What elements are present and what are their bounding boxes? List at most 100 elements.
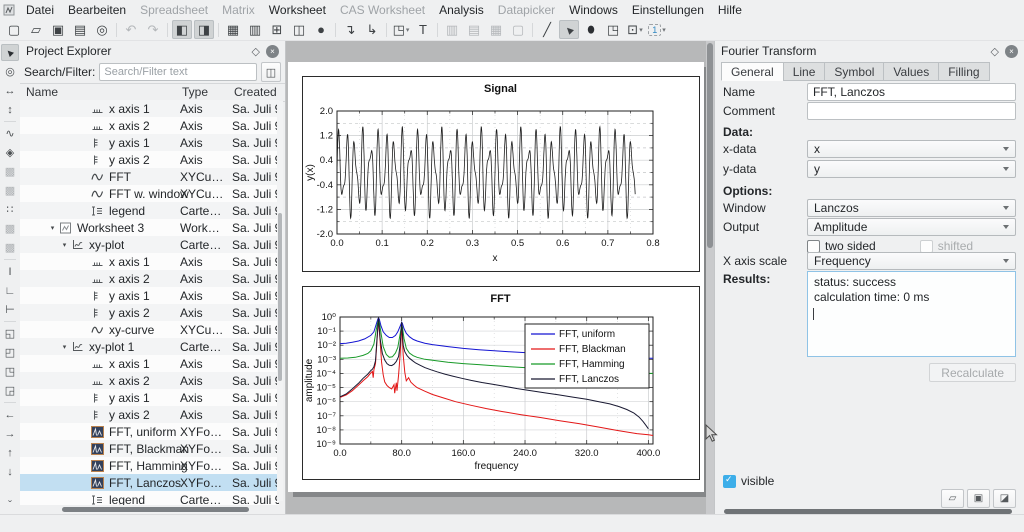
filter-options-button[interactable]: ◫ xyxy=(261,62,281,82)
tree-row-x-axis-1[interactable]: x axis 1AxisSa. Juli 9 18 xyxy=(20,100,279,117)
tree-row-legend[interactable]: legendCarte…Sa. Juli 9 18 xyxy=(20,202,279,219)
tree-row-y-axis-2[interactable]: y axis 2AxisSa. Juli 9 21 xyxy=(20,304,279,321)
zoom-out-button[interactable]: ◰ xyxy=(1,344,19,361)
x-data-combobox[interactable]: x xyxy=(807,140,1016,158)
add-fourier-curve-button[interactable]: ▩ xyxy=(1,239,19,256)
print-button[interactable]: ▤ xyxy=(70,20,90,39)
horizontal-layout-button[interactable]: ▤ xyxy=(464,20,484,39)
toggle-properties-explorer-button[interactable]: ◨ xyxy=(194,20,214,39)
tree-row-x-axis-2[interactable]: x axis 2AxisSa. Juli 9 21 xyxy=(20,372,279,389)
color-theme-button[interactable]: ● xyxy=(311,20,331,39)
tree-row-y-axis-1[interactable]: y axis 1AxisSa. Juli 9 18 xyxy=(20,134,279,151)
save-template-button[interactable]: ▣ xyxy=(967,489,990,508)
expander-icon[interactable]: ▾ xyxy=(58,343,71,351)
tree-horizontal-scrollbar[interactable] xyxy=(28,506,268,513)
select-mode-button[interactable]: ► xyxy=(559,20,579,39)
menu-datei[interactable]: Datei xyxy=(19,2,61,18)
column-header-name[interactable]: Name xyxy=(26,85,58,99)
tree-vertical-scrollbar[interactable] xyxy=(277,101,283,501)
menu-hilfe[interactable]: Hilfe xyxy=(711,2,749,18)
fft-legend[interactable]: FFT, uniformFFT, BlackmanFFT, HammingFFT… xyxy=(525,324,649,388)
new-document-button[interactable]: ▢ xyxy=(4,20,24,39)
vertical-layout-button[interactable]: ▥ xyxy=(442,20,462,39)
add-text-label-button[interactable]: T xyxy=(413,20,433,39)
output-combobox[interactable]: Amplitude xyxy=(807,218,1016,236)
new-matrix-button[interactable]: ⊞ xyxy=(267,20,287,39)
close-dock-icon[interactable]: × xyxy=(266,45,279,58)
toggle-project-explorer-button[interactable]: ◧ xyxy=(172,20,192,39)
comment-field[interactable] xyxy=(807,102,1016,120)
worksheet-vertical-scrollbar[interactable] xyxy=(706,41,714,515)
add-text-label-button[interactable]: I xyxy=(1,263,19,280)
tree-row-x-axis-1[interactable]: x axis 1AxisSa. Juli 9 21 xyxy=(20,355,279,372)
float-dock-icon[interactable]: ◇ xyxy=(252,45,260,58)
save-project-button[interactable]: ▣ xyxy=(48,20,68,39)
tab-values[interactable]: Values xyxy=(883,62,938,81)
x-axis-scale-combobox[interactable]: Frequency xyxy=(807,252,1016,270)
import-sql-button[interactable]: ↳ xyxy=(362,20,382,39)
tree-row-worksheet-3[interactable]: ▾Worksheet 3Work…Sa. Juli 9 21 xyxy=(20,219,279,236)
menu-datapicker[interactable]: Datapicker xyxy=(491,2,562,18)
worksheet-page[interactable]: 0.00.10.20.30.50.60.70.82.01.20.4-0.4-1.… xyxy=(288,62,704,492)
y-data-combobox[interactable]: y xyxy=(807,160,1016,178)
save-as-default-button[interactable]: ◪ xyxy=(993,489,1016,508)
scrollbar-thumb[interactable] xyxy=(707,43,713,248)
menu-matrix[interactable]: Matrix xyxy=(215,2,262,18)
zoom-y-selection-button[interactable]: ↕ xyxy=(1,101,19,118)
import-file-button[interactable]: ↴ xyxy=(340,20,360,39)
tree-row-legend[interactable]: legendCarte…Sa. Juli 9 22 xyxy=(20,491,279,505)
zoom-select-region-button[interactable]: ◳ xyxy=(1,363,19,380)
new-spreadsheet-button[interactable]: ▥ xyxy=(245,20,265,39)
tree-row-fft-lanczos[interactable]: FFT, LanczosXYFo…Sa. Juli 9 22 xyxy=(20,474,279,491)
two-sided-checkbox[interactable] xyxy=(807,240,820,253)
shifted-checkbox[interactable] xyxy=(920,240,933,253)
tree-row-fft[interactable]: FFTXYCu…Sa. Juli 9 18 xyxy=(20,168,279,185)
menu-spreadsheet[interactable]: Spreadsheet xyxy=(133,2,215,18)
name-field[interactable] xyxy=(807,83,1016,101)
toolbar-overflow-button[interactable]: ˇ xyxy=(1,496,19,513)
add-data-reduction-curve-button[interactable]: ▩ xyxy=(1,182,19,199)
pan-mode-button[interactable]: ● xyxy=(581,20,601,39)
recalculate-button[interactable]: Recalculate xyxy=(929,363,1016,382)
tree-row-x-axis-2[interactable]: x axis 2AxisSa. Juli 9 21 xyxy=(20,270,279,287)
zoom-x-selection-button[interactable]: ↔ xyxy=(1,82,19,99)
redo-button[interactable]: ↷ xyxy=(143,20,163,39)
add-equation-curve-button[interactable]: ▩ xyxy=(1,163,19,180)
menu-windows[interactable]: Windows xyxy=(562,2,625,18)
shift-up-y-button[interactable]: ↑ xyxy=(1,444,19,461)
tab-symbol[interactable]: Symbol xyxy=(824,62,883,81)
grid-layout-button[interactable]: ▦ xyxy=(486,20,506,39)
search-filter-input[interactable] xyxy=(99,63,257,81)
column-header-created[interactable]: Created xyxy=(234,85,277,99)
print-preview-button[interactable]: ◎ xyxy=(92,20,112,39)
shift-down-y-button[interactable]: ↓ xyxy=(1,463,19,480)
tree-row-xy-plot[interactable]: ▾xy-plotCarte…Sa. Juli 9 21 xyxy=(20,236,279,253)
results-text-area[interactable]: status: success calculation time: 0 ms xyxy=(807,271,1016,357)
shift-left-x-button[interactable]: ← xyxy=(1,406,19,423)
zoom-in-button[interactable]: ◱ xyxy=(1,325,19,342)
scrollbar-thumb[interactable] xyxy=(62,507,249,512)
tab-line[interactable]: Line xyxy=(783,62,825,81)
expander-icon[interactable]: ▾ xyxy=(46,224,59,232)
tree-row-fft-blackman[interactable]: FFT, BlackmanXYFo…Sa. Juli 9 22 xyxy=(20,440,279,457)
tree-row-xy-plot-1[interactable]: ▾xy-plot 1Carte…Sa. Juli 9 21 xyxy=(20,338,279,355)
expander-icon[interactable]: ▾ xyxy=(58,241,71,249)
add-histogram-button[interactable]: ◈ xyxy=(1,144,19,161)
shift-right-x-button[interactable]: → xyxy=(1,425,19,442)
float-dock-icon[interactable]: ◇ xyxy=(991,45,999,58)
tree-row-y-axis-1[interactable]: y axis 1AxisSa. Juli 9 21 xyxy=(20,287,279,304)
tree-row-x-axis-2[interactable]: x axis 2AxisSa. Juli 9 18 xyxy=(20,117,279,134)
tab-general[interactable]: General xyxy=(721,62,783,81)
menu-worksheet[interactable]: Worksheet xyxy=(262,2,333,18)
window-combobox[interactable]: Lanczos xyxy=(807,199,1016,217)
fft-plot[interactable]: 10⁰10⁻¹10⁻²10⁻³10⁻⁴10⁻⁵10⁻⁶10⁻⁷10⁻⁸10⁻⁹0… xyxy=(302,286,700,480)
select-cursor-button[interactable]: ► xyxy=(1,44,19,61)
crosshair-mode-button[interactable]: ◎ xyxy=(1,63,19,80)
zoom-fit-selection-button[interactable]: ◲ xyxy=(1,382,19,399)
close-dock-icon[interactable]: × xyxy=(1005,45,1018,58)
add-x-axis-button[interactable]: ∟ xyxy=(1,282,19,299)
tree-row-y-axis-2[interactable]: y axis 2AxisSa. Juli 9 18 xyxy=(20,151,279,168)
zoom-mode-button[interactable]: ◳▾ xyxy=(391,20,411,39)
open-project-button[interactable]: ▱ xyxy=(26,20,46,39)
add-xy-curve-button[interactable]: ∿ xyxy=(1,125,19,142)
